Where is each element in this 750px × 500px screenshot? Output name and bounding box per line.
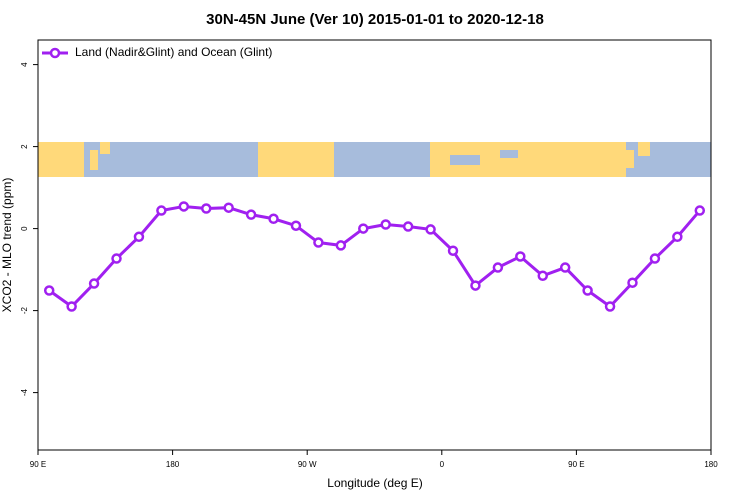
point [627, 277, 638, 288]
point [492, 262, 504, 273]
point [268, 213, 279, 225]
point [156, 205, 167, 216]
point [43, 285, 55, 296]
legend-label: Land (Nadir&Glint) and Ocean (Glint) [75, 45, 272, 59]
y-tick-label: 2 [20, 144, 29, 149]
legend-marker [49, 47, 61, 59]
point [313, 237, 324, 248]
x-tick-label: 0 [440, 460, 445, 469]
y-tick-label: 4 [20, 62, 29, 67]
point [559, 262, 571, 273]
point [223, 202, 234, 213]
point [515, 251, 526, 262]
point [358, 223, 369, 234]
point [66, 301, 77, 312]
point [201, 203, 212, 214]
y-axis-label: XCO2 - MLO trend (ppm) [0, 178, 14, 313]
point [537, 270, 548, 281]
y-tick-label: 0 [20, 226, 29, 231]
point [133, 231, 145, 243]
x-tick-label: 180 [166, 460, 180, 469]
y-tick-label: -4 [20, 388, 29, 396]
point [425, 224, 436, 235]
point [111, 253, 122, 264]
point [694, 205, 706, 216]
point [88, 278, 100, 289]
map-strip [38, 142, 711, 177]
x-tick-label: 90 E [30, 460, 46, 469]
point [335, 240, 347, 251]
point [380, 219, 391, 230]
series-line [48, 204, 701, 309]
point [604, 301, 616, 312]
x-axis-label: Longitude (deg E) [327, 476, 422, 490]
point [672, 231, 683, 243]
point [245, 209, 257, 220]
x-tick-label: 90 W [298, 460, 317, 469]
point [649, 253, 661, 264]
point [178, 201, 190, 212]
x-tick-label: 90 E [568, 460, 584, 469]
y-tick-label: -2 [20, 306, 29, 314]
point [470, 280, 481, 291]
point [402, 221, 414, 232]
point [447, 245, 459, 256]
point [582, 285, 593, 296]
point [290, 220, 302, 231]
chart-title: 30N-45N June (Ver 10) 2015-01-01 to 2020… [206, 11, 544, 28]
x-tick-label: 180 [704, 460, 718, 469]
plot-frame [37, 39, 712, 451]
